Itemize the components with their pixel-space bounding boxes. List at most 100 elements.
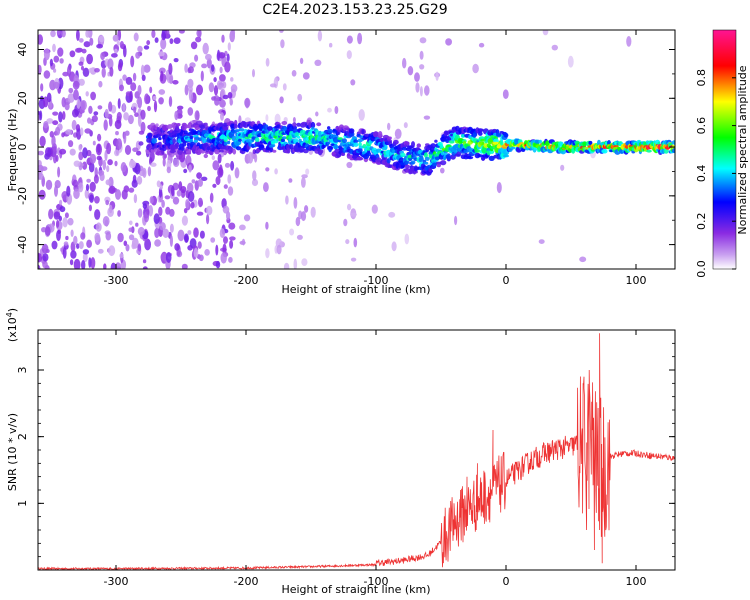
heatmap-cell xyxy=(160,38,167,50)
heatmap-cell xyxy=(229,98,234,106)
heatmap-cell xyxy=(238,128,245,132)
heatmap-cell xyxy=(265,57,270,67)
heatmap-cell xyxy=(125,76,133,85)
heatmap-cell xyxy=(199,230,205,239)
heatmap-cell xyxy=(146,143,153,148)
heatmap-cell xyxy=(241,238,246,246)
heatmap-cell xyxy=(215,260,221,269)
heatmap-cell xyxy=(56,229,61,242)
heatmap-cell xyxy=(542,30,549,36)
heatmap-cell xyxy=(184,233,189,243)
heatmap-cell xyxy=(98,35,105,43)
heatmap-cell xyxy=(96,155,102,161)
heatmap-cell xyxy=(419,50,424,60)
snr-frame xyxy=(37,329,676,571)
heatmap-cell xyxy=(212,160,220,171)
heatmap-cell xyxy=(265,221,269,230)
heatmap-cell xyxy=(202,42,209,55)
heatmap-cell xyxy=(173,58,179,63)
heatmap-cell xyxy=(171,185,175,197)
heatmap-cell xyxy=(72,179,79,188)
heatmap-cell xyxy=(376,157,382,163)
heatmap-cell xyxy=(567,55,574,68)
heatmap-cell xyxy=(337,137,343,141)
heatmap-cell xyxy=(61,30,66,38)
heatmap-cell xyxy=(65,129,73,135)
heatmap-cell xyxy=(205,127,210,131)
heatmap-cell xyxy=(161,31,167,41)
x-tick-label: -100 xyxy=(364,575,389,588)
heatmap-cell xyxy=(224,162,231,168)
heatmap-cell xyxy=(588,140,593,145)
heatmap-cell xyxy=(177,229,185,242)
heatmap-cell xyxy=(80,100,87,111)
heatmap-cell xyxy=(353,142,359,147)
heatmap-cell xyxy=(230,84,238,93)
heatmap-cell xyxy=(89,181,96,192)
heatmap-cell xyxy=(55,154,59,162)
heatmap-cell xyxy=(222,94,229,100)
heatmap-cell xyxy=(108,176,114,188)
heatmap-cell xyxy=(101,67,106,78)
heatmap-cell xyxy=(57,47,64,57)
heatmap-cell xyxy=(282,83,287,91)
heatmap-cell xyxy=(231,30,236,37)
heatmap-cell xyxy=(123,45,127,58)
heatmap-cell xyxy=(215,244,219,256)
heatmap-cell xyxy=(105,179,111,186)
heatmap-cell xyxy=(272,149,277,153)
heatmap-cell xyxy=(190,201,195,209)
heatmap-cell xyxy=(263,182,269,193)
heatmap-cell xyxy=(181,215,188,226)
heatmap-cell xyxy=(404,233,410,245)
x-tick-label: 0 xyxy=(503,274,510,287)
heatmap-cell xyxy=(73,160,81,167)
heatmap-cell xyxy=(149,86,153,94)
heatmap-cell xyxy=(222,205,230,214)
heatmap-cell xyxy=(114,160,118,167)
heatmap-cell xyxy=(233,124,238,129)
heatmap-cell xyxy=(51,240,58,250)
heatmap-cell xyxy=(178,30,185,34)
heatmap-cell xyxy=(238,138,242,142)
heatmap-cell xyxy=(61,132,65,138)
snr-multiplier: (x104) xyxy=(5,308,19,342)
heatmap-cell xyxy=(579,256,587,263)
heatmap-cell xyxy=(214,148,221,155)
heatmap-cell xyxy=(252,170,257,181)
heatmap-cell xyxy=(97,248,104,254)
heatmap-cell xyxy=(45,147,52,157)
heatmap-cell xyxy=(300,211,307,222)
heatmap-cell xyxy=(263,124,269,131)
heatmap-cell xyxy=(305,168,310,175)
heatmap-cell xyxy=(70,250,77,259)
heatmap-cell xyxy=(82,147,88,159)
heatmap-x-ticks: -300 -200 -100 0 100 xyxy=(104,30,647,287)
heatmap-cell xyxy=(95,143,102,156)
heatmap-cell xyxy=(42,253,49,262)
heatmap-cell xyxy=(58,111,63,123)
heatmap-cell xyxy=(138,130,145,135)
heatmap-cell xyxy=(311,126,315,130)
heatmap-cell xyxy=(454,215,458,226)
heatmap-cell xyxy=(597,139,601,146)
heatmap-cell xyxy=(178,181,183,191)
x-tick-label: -300 xyxy=(104,575,129,588)
heatmap-cell xyxy=(88,204,92,212)
colorbar-ticks: 0.0 0.2 0.4 0.6 0.8 xyxy=(695,69,736,278)
heatmap-cell xyxy=(243,214,251,222)
heatmap-cell xyxy=(72,80,80,90)
heatmap-cell xyxy=(403,122,408,129)
heatmap-cell xyxy=(122,74,127,81)
heatmap-cell xyxy=(414,72,420,82)
heatmap-cell xyxy=(206,146,211,151)
heatmap-cell xyxy=(162,124,169,131)
heatmap-cell xyxy=(97,133,102,142)
heatmap-cell xyxy=(265,114,269,122)
heatmap-cell xyxy=(159,222,166,231)
heatmap-cell xyxy=(135,222,139,227)
heatmap-cell xyxy=(136,150,142,156)
heatmap-cell xyxy=(314,59,322,66)
heatmap-cell xyxy=(239,224,246,231)
heatmap-cell xyxy=(83,41,91,48)
